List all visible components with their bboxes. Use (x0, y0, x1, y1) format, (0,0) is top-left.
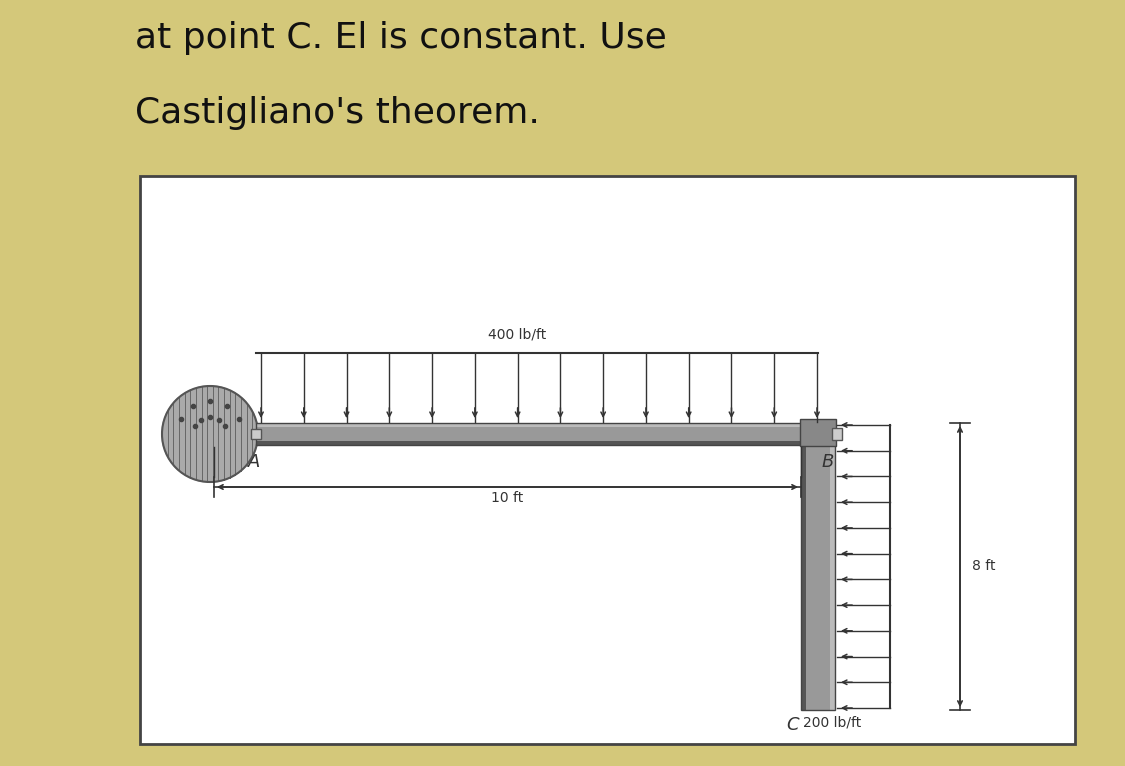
Bar (256, 441, 818, 445)
Circle shape (162, 386, 258, 482)
Text: 8 ft: 8 ft (972, 559, 996, 574)
Text: 10 ft: 10 ft (492, 491, 523, 505)
Bar (801, 423, 807, 710)
Bar (256, 427, 818, 441)
Text: Castigliano's theorem.: Castigliano's theorem. (135, 96, 540, 130)
Text: at point C. El is constant. Use: at point C. El is constant. Use (135, 21, 667, 55)
Bar (140, 176, 1076, 744)
Bar (801, 423, 835, 710)
Bar (256, 423, 818, 427)
Text: A: A (248, 453, 260, 471)
Bar (830, 423, 835, 710)
Text: B: B (822, 453, 835, 471)
Bar (807, 423, 830, 710)
Bar (831, 428, 842, 440)
Bar (251, 429, 261, 439)
Bar (800, 419, 836, 446)
Text: 400 lb/ft: 400 lb/ft (488, 327, 546, 341)
Text: C: C (786, 716, 799, 734)
Text: 200 lb/ft: 200 lb/ft (803, 716, 862, 730)
Bar (256, 423, 818, 445)
